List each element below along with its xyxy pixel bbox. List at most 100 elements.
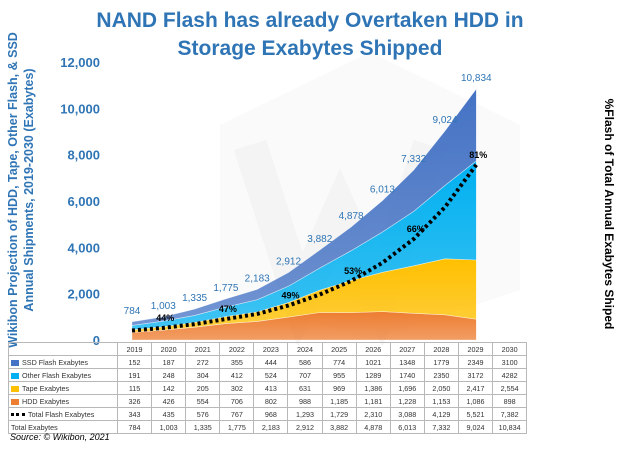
table-value-cell: 355 — [219, 355, 255, 369]
chart-title-line1: NAND Flash has already Overtaken HDD in — [96, 9, 524, 32]
table-row: Other Flash Exabytes 191 248 304 412 524 707 95… — [8, 368, 528, 382]
table-value-cell: 1779 — [423, 355, 459, 369]
line-total-flash-exabytes — [131, 163, 478, 333]
table-value-cell: 1,003 — [151, 420, 187, 434]
table-value-cell: 2,554 — [492, 381, 528, 395]
table-value-cell: 524 — [253, 368, 289, 382]
table-year-cell: 2029 — [457, 342, 494, 356]
total-exabytes-label: 4,878 — [339, 211, 364, 222]
table-value-cell: 10,834 — [492, 420, 528, 434]
table-year-cell: 2023 — [253, 342, 289, 356]
secondary-axis-label: %Flash of Total Annual Exabytes Shiped — [602, 98, 616, 330]
series-name: Tape Exabytes — [22, 383, 70, 393]
table-value-cell: 3,088 — [389, 407, 425, 421]
table-row: Total Flash Exabytes 343 435 576 767 968 1,293… — [8, 407, 528, 421]
total-exabytes-label: 7,332 — [401, 154, 426, 165]
table-value-cell: 5,521 — [457, 407, 494, 421]
table-value-cell: 2350 — [423, 368, 459, 382]
table-value-cell: 802 — [253, 394, 289, 408]
table-value-cell: 1289 — [355, 368, 391, 382]
table-corner-cell — [8, 342, 118, 356]
table-series-label: Total Flash Exabytes — [8, 407, 118, 421]
table-value-cell: 1,775 — [219, 420, 255, 434]
area-ssd-flash-exabytes — [131, 88, 477, 326]
table-value-cell: 1740 — [389, 368, 425, 382]
table-value-cell: 554 — [185, 394, 221, 408]
flash-percent-label: 44% — [156, 313, 174, 323]
table-value-cell: 1,335 — [185, 420, 221, 434]
table-value-cell: 326 — [116, 394, 153, 408]
y-axis-label: Wikibon Projection of HDD, Tape, Other F… — [5, 10, 45, 370]
table-value-cell: 969 — [321, 381, 357, 395]
table-row: Tape Exabytes 115 142 205 302 413 631 969 1,386 1… — [8, 381, 528, 395]
table-series-label: Other Flash Exabytes — [8, 368, 118, 382]
table-value-cell: 191 — [116, 368, 153, 382]
series-name: Total Flash Exabytes — [28, 409, 95, 419]
table-value-cell: 1021 — [355, 355, 391, 369]
total-exabytes-label: 784 — [124, 306, 141, 317]
total-exabytes-label: 2,912 — [276, 257, 301, 268]
table-row: Total Exabytes 784 1,003 1,335 1,775 2,183 2,9… — [8, 420, 528, 434]
table-value-cell: 576 — [185, 407, 221, 421]
table-value-cell: 187 — [151, 355, 187, 369]
y-axis-label-line1: Wikibon Projection of HDD, Tape, Other F… — [6, 32, 20, 348]
table-value-cell: 4282 — [492, 368, 528, 382]
table-value-cell: 1,293 — [287, 407, 323, 421]
series-name: SSD Flash Exabytes — [22, 357, 88, 367]
table-value-cell: 898 — [492, 394, 528, 408]
table-value-cell: 248 — [151, 368, 187, 382]
legend-swatch — [11, 398, 19, 405]
series-name: HDD Exabytes — [22, 396, 70, 406]
flash-percent-label: 66% — [407, 224, 425, 234]
table-value-cell: 988 — [287, 394, 323, 408]
table-value-cell: 6,013 — [389, 420, 425, 434]
y-axis-label-line2: Annual Shipments, 2019-2030 (Exabytes) — [22, 68, 36, 312]
table-row: HDD Exabytes 326 426 554 706 802 988 1,185 1,181… — [8, 394, 528, 408]
table-value-cell: 4,129 — [423, 407, 459, 421]
table-value-cell: 2,912 — [287, 420, 323, 434]
y-tick-label: 10,000 — [60, 101, 100, 116]
table-year-cell: 2024 — [287, 342, 323, 356]
table-value-cell: 1348 — [389, 355, 425, 369]
total-exabytes-label: 10,834 — [461, 73, 492, 84]
flash-percent-label: 49% — [281, 290, 299, 300]
table-year-cell: 2028 — [423, 342, 459, 356]
table-value-cell: 272 — [185, 355, 221, 369]
y-tick-label: 12,000 — [60, 55, 100, 70]
table-value-cell: 412 — [219, 368, 255, 382]
total-exabytes-label: 6,013 — [370, 185, 395, 196]
table-value-cell: 343 — [116, 407, 153, 421]
table-value-cell: 426 — [151, 394, 187, 408]
table-value-cell: 2,310 — [355, 407, 391, 421]
table-value-cell: 631 — [287, 381, 323, 395]
table-value-cell: 1,228 — [389, 394, 425, 408]
y-tick-label: 6,000 — [67, 194, 100, 209]
total-exabytes-label: 2,183 — [245, 273, 270, 284]
table-value-cell: 435 — [151, 407, 187, 421]
table-year-cell: 2030 — [492, 342, 528, 356]
y-tick-label: 8,000 — [67, 148, 100, 163]
table-year-cell: 2026 — [355, 342, 391, 356]
table-year-cell: 2021 — [185, 342, 221, 356]
table-value-cell: 3100 — [492, 355, 528, 369]
y-tick-label: 4,000 — [67, 240, 100, 255]
table-value-cell: 304 — [185, 368, 221, 382]
table-value-cell: 205 — [185, 381, 221, 395]
flash-percent-label: 53% — [344, 266, 362, 276]
table-year-cell: 2020 — [151, 342, 187, 356]
table-value-cell: 2,183 — [253, 420, 289, 434]
chart-svg: 0 2,000 4,000 6,000 8,000 10,000 12,000 784 1,0… — [60, 55, 493, 345]
table-value-cell: 2,050 — [423, 381, 459, 395]
total-exabytes-label: 3,882 — [307, 234, 332, 245]
table-value-cell: 3172 — [457, 368, 494, 382]
table-header-row: 2019 2020 2021 2022 2023 2024 2025 2026 2027 2028… — [8, 342, 528, 356]
table-value-cell: 2,417 — [457, 381, 494, 395]
table-year-cell: 2022 — [219, 342, 255, 356]
table-value-cell: 142 — [151, 381, 187, 395]
table-value-cell: 302 — [219, 381, 255, 395]
table-value-cell: 7,332 — [423, 420, 459, 434]
table-value-cell: 706 — [219, 394, 255, 408]
total-exabytes-label: 1,003 — [151, 301, 176, 312]
table-value-cell: 955 — [321, 368, 357, 382]
